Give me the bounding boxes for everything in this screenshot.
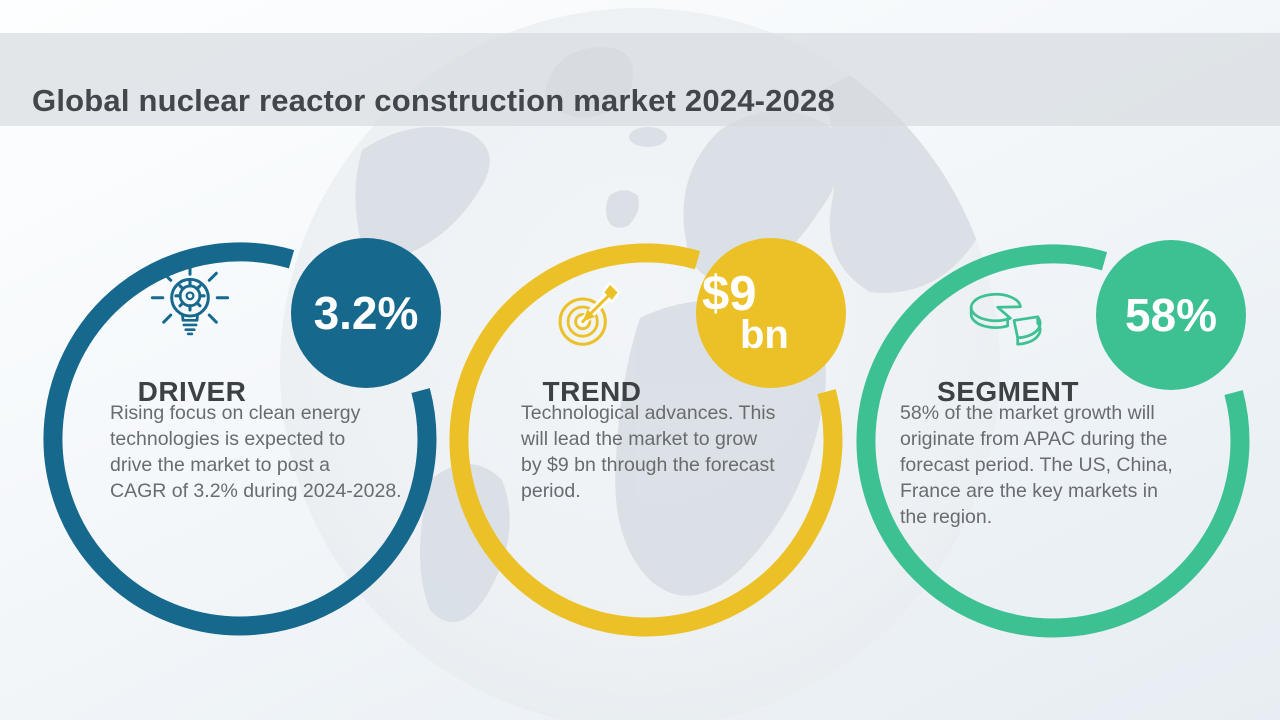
header-band [0,33,1280,126]
page-title: Global nuclear reactor construction mark… [32,82,835,118]
